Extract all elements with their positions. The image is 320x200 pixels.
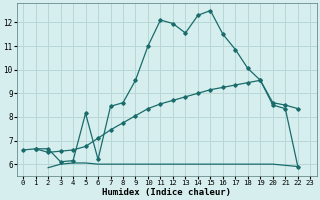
X-axis label: Humidex (Indice chaleur): Humidex (Indice chaleur) xyxy=(102,188,231,197)
